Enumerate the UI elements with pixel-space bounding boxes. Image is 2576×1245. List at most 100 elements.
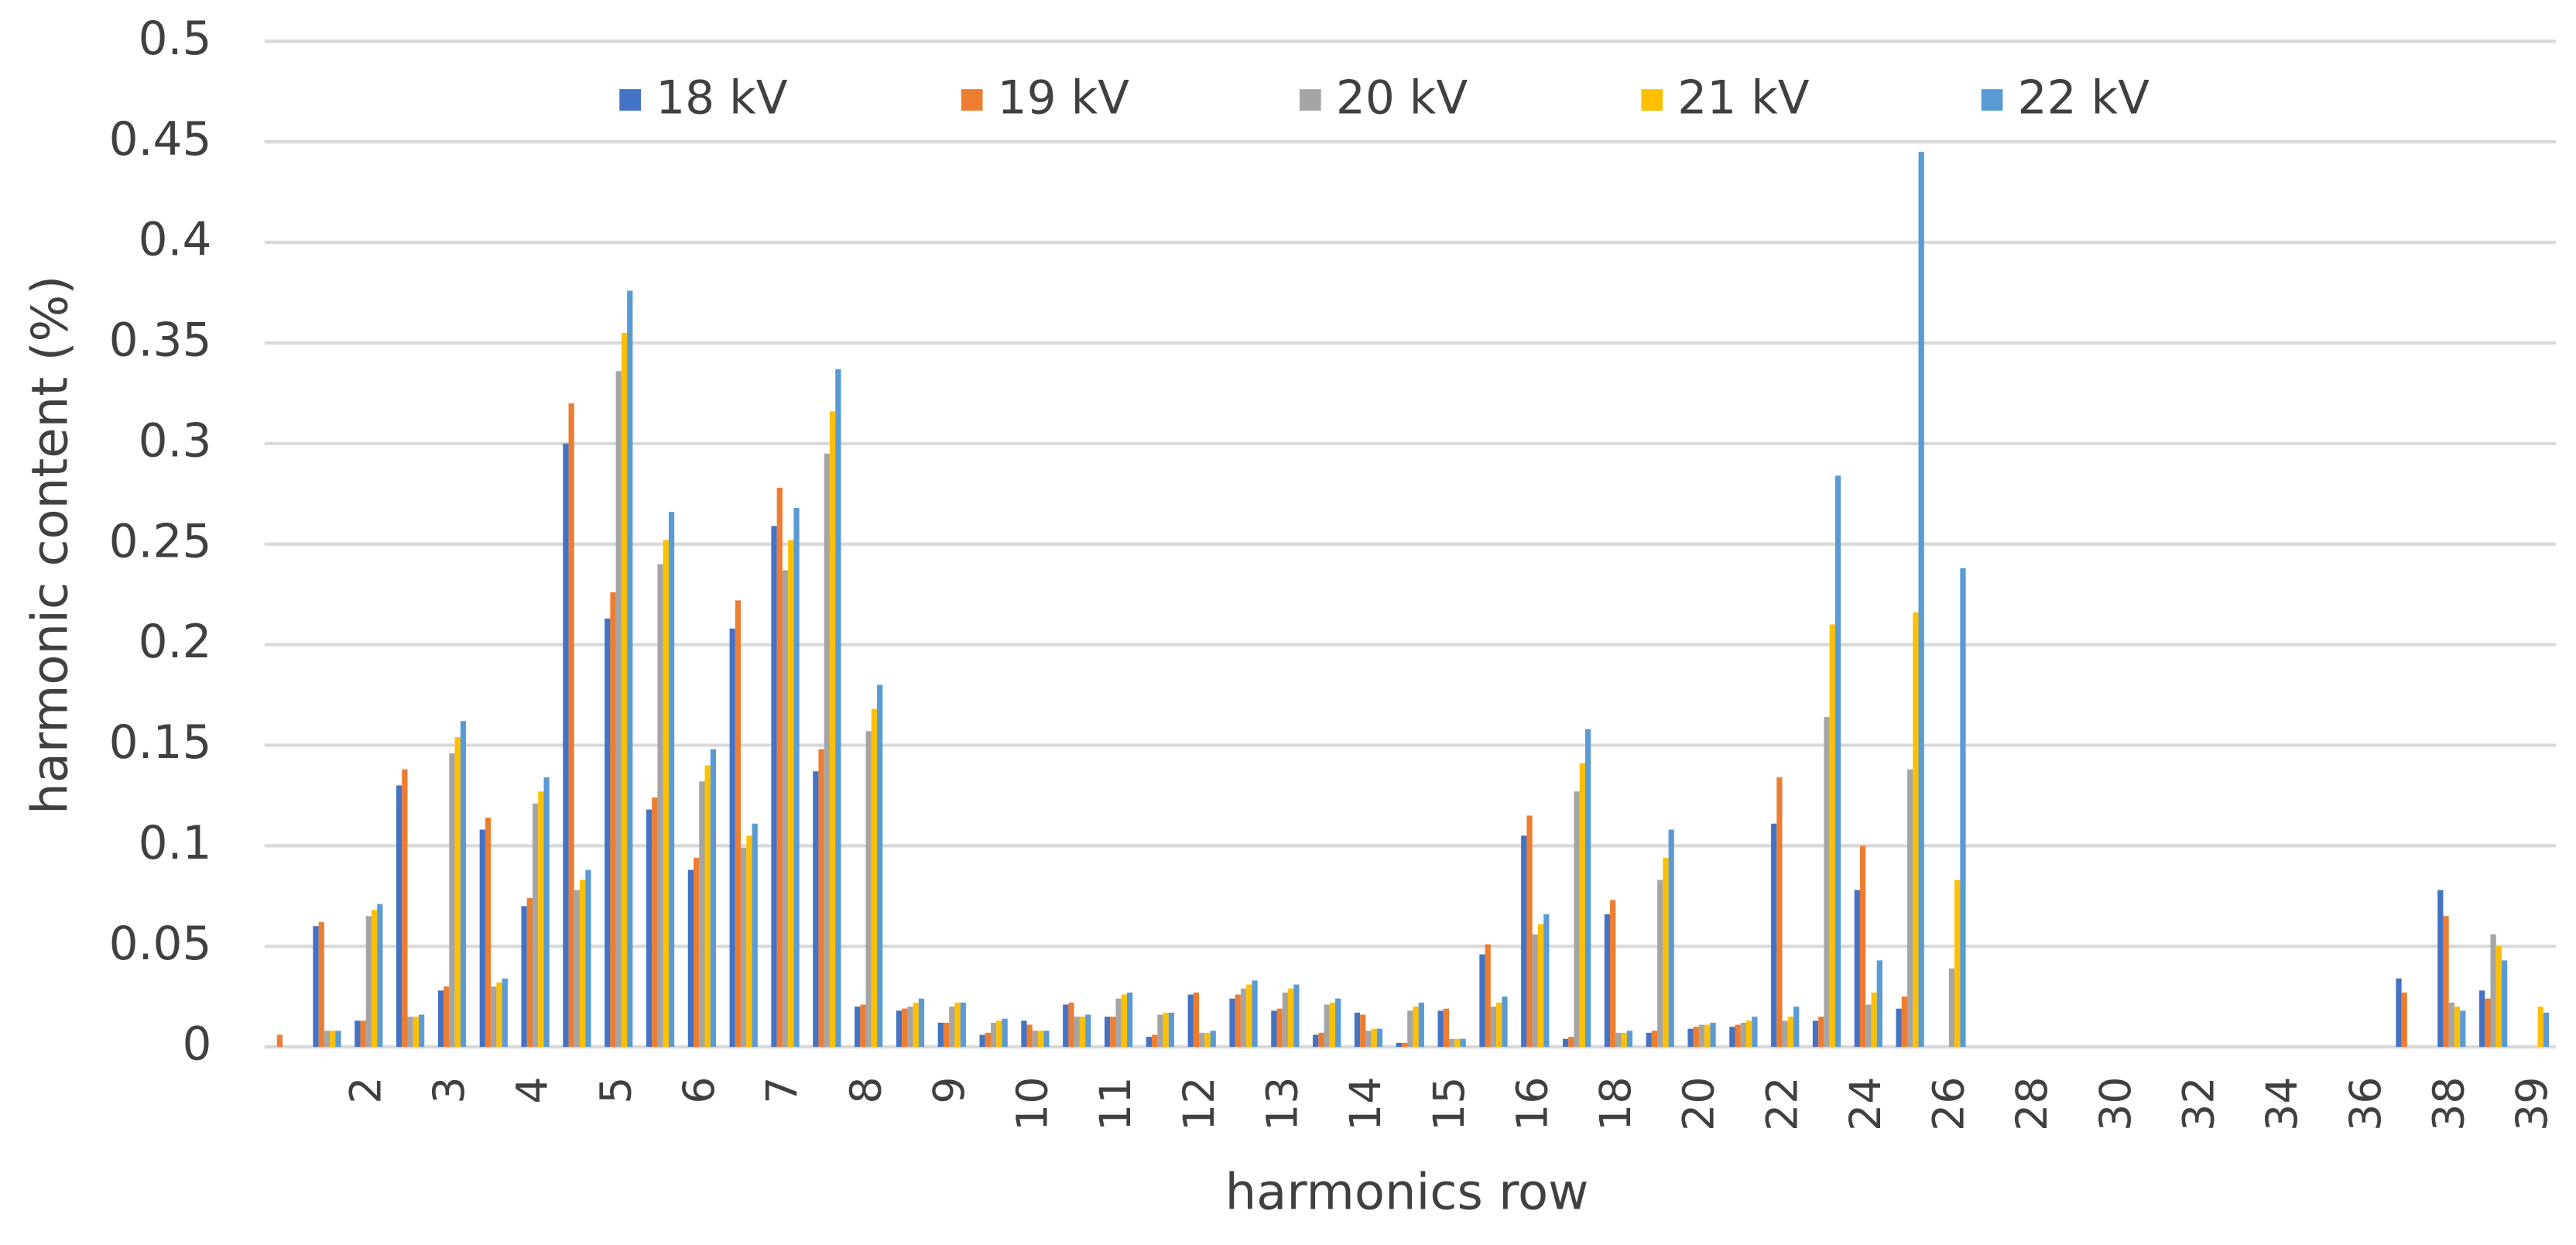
bar xyxy=(1443,1008,1450,1048)
bar xyxy=(1210,1031,1216,1048)
legend-label: 22 kV xyxy=(2018,72,2150,125)
bar xyxy=(1454,1038,1461,1048)
bar xyxy=(1407,1010,1413,1048)
bar xyxy=(668,512,675,1048)
bar xyxy=(396,785,402,1048)
bar xyxy=(1793,1007,1800,1048)
y-axis-title: harmonic content (%) xyxy=(22,276,79,815)
bar xyxy=(2443,916,2449,1048)
bar xyxy=(580,880,586,1048)
bar xyxy=(1335,998,1341,1048)
y-tick-label: 0.45 xyxy=(109,113,212,166)
x-tick-label: 34 xyxy=(2258,1076,2307,1131)
bar xyxy=(793,507,800,1048)
bar xyxy=(741,847,747,1048)
bar xyxy=(1787,1017,1794,1048)
bar xyxy=(543,777,550,1048)
bar xyxy=(1479,954,1485,1048)
bar xyxy=(1193,992,1200,1048)
bar xyxy=(1907,769,1913,1048)
x-tick-label: 11 xyxy=(1091,1076,1141,1131)
bar xyxy=(1187,994,1194,1048)
bar xyxy=(1354,1012,1361,1048)
x-tick-label: 30 xyxy=(2091,1076,2141,1131)
bar xyxy=(444,986,450,1048)
bar xyxy=(1126,992,1133,1048)
bar xyxy=(937,1022,944,1048)
bar xyxy=(1626,1031,1633,1048)
bar xyxy=(2479,990,2485,1048)
legend-swatch xyxy=(1981,89,2003,111)
bar xyxy=(1865,1004,1872,1048)
x-tick-label: 18 xyxy=(1591,1076,1641,1131)
bar xyxy=(990,1022,997,1048)
bar xyxy=(896,1010,903,1048)
legend-label: 20 kV xyxy=(1336,72,1468,125)
bar xyxy=(949,1007,955,1048)
legend-swatch xyxy=(1299,89,1321,111)
bar xyxy=(687,869,694,1048)
bar xyxy=(902,1008,908,1048)
bar xyxy=(1668,829,1674,1048)
bar xyxy=(657,564,663,1048)
x-tick-label: 16 xyxy=(1508,1076,1557,1131)
bar xyxy=(824,453,830,1048)
bar xyxy=(1812,1020,1819,1048)
bar xyxy=(860,1004,866,1048)
bar xyxy=(1168,1012,1175,1048)
bar xyxy=(574,890,581,1048)
bar xyxy=(829,411,836,1048)
bar xyxy=(1496,1002,1502,1048)
bar xyxy=(2448,1002,2454,1048)
bar xyxy=(413,1017,420,1048)
bar xyxy=(1502,996,1508,1048)
bar xyxy=(2460,1010,2466,1048)
bar xyxy=(1240,988,1247,1048)
bar xyxy=(729,628,735,1048)
bar xyxy=(1610,900,1616,1048)
bar xyxy=(1026,1024,1033,1048)
bar xyxy=(877,684,883,1048)
bar xyxy=(1526,815,1533,1048)
bar xyxy=(1752,1017,1758,1048)
bar xyxy=(776,487,783,1048)
bar xyxy=(1413,1007,1419,1048)
x-tick-label: 36 xyxy=(2341,1076,2391,1131)
bar xyxy=(1365,1031,1372,1048)
legend-label: 21 kV xyxy=(1677,72,1810,125)
bar xyxy=(1329,1002,1336,1048)
legend-swatch xyxy=(619,89,642,111)
y-tick-label: 0.15 xyxy=(109,716,212,770)
bar xyxy=(788,540,794,1048)
bar xyxy=(360,1020,366,1048)
bar xyxy=(491,986,497,1048)
bar xyxy=(437,990,444,1048)
bar xyxy=(871,708,878,1048)
bar xyxy=(1276,1008,1283,1048)
y-tick-label: 0.3 xyxy=(139,414,212,468)
bar xyxy=(1163,1012,1169,1048)
x-tick-label: 7 xyxy=(759,1076,808,1103)
y-tick-label: 0.05 xyxy=(109,917,212,971)
x-tick-label: 4 xyxy=(509,1076,558,1103)
x-tick-label: 9 xyxy=(925,1076,975,1103)
bar xyxy=(1282,992,1288,1048)
bar xyxy=(1287,988,1294,1048)
bar xyxy=(1776,777,1783,1048)
bar xyxy=(1110,1017,1116,1048)
bar xyxy=(1621,1032,1627,1048)
bar xyxy=(1698,1024,1705,1048)
bar xyxy=(1521,835,1527,1048)
bar xyxy=(371,910,378,1048)
bar xyxy=(1104,1017,1111,1048)
y-tick-label: 0.2 xyxy=(139,616,212,669)
bar xyxy=(699,781,705,1048)
bar xyxy=(1063,1004,1069,1048)
x-tick-label: 8 xyxy=(841,1076,891,1103)
bar xyxy=(1771,823,1777,1048)
bar xyxy=(407,1017,413,1048)
bar xyxy=(335,1031,341,1048)
bar xyxy=(2401,992,2407,1048)
bar xyxy=(2485,998,2491,1048)
